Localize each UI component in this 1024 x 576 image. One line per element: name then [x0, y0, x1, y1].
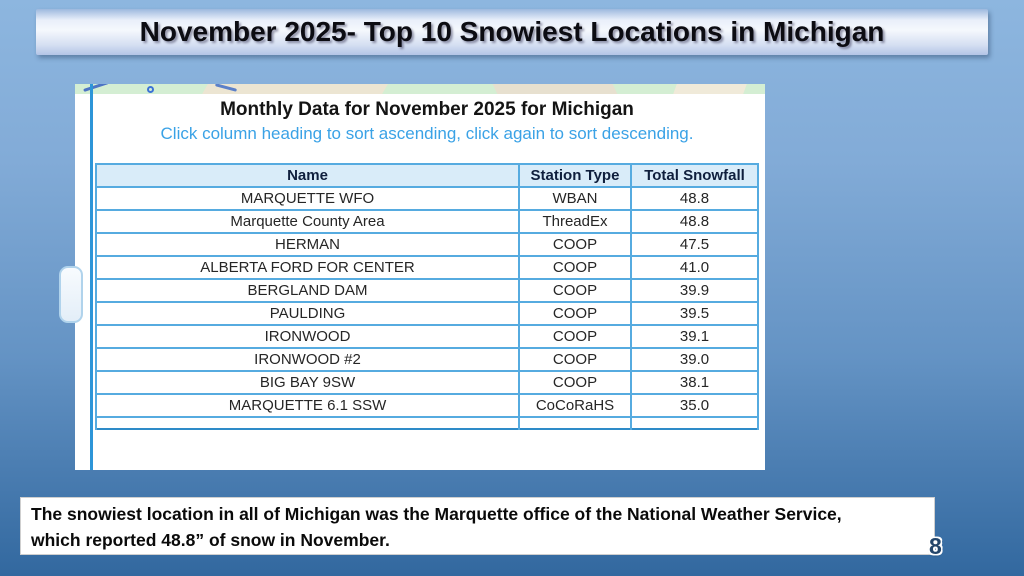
station-type-cell: COOP [518, 324, 632, 349]
snowfall-cell: 48.8 [630, 209, 759, 234]
station-type-cell: CoCoRaHS [518, 393, 632, 418]
snowfall-cell: 47.5 [630, 232, 759, 257]
table-row: MARQUETTE WFO WBAN 48.8 [95, 186, 759, 211]
map-marker-icon [147, 86, 154, 93]
empty-cell [95, 416, 520, 429]
table-row: BIG BAY 9SW COOP 38.1 [95, 370, 759, 395]
data-table-heading: Monthly Data for November 2025 for Michi… [220, 99, 634, 120]
name-cell: Marquette County Area [95, 209, 520, 234]
name-cell: BIG BAY 9SW [95, 370, 520, 395]
table-row: MARQUETTE 6.1 SSW CoCoRaHS 35.0 [95, 393, 759, 418]
side-panel-handle[interactable] [59, 266, 83, 323]
snowfall-table-body: MARQUETTE WFO WBAN 48.8 Marquette County Ar… [95, 186, 759, 429]
empty-cell [518, 416, 632, 429]
station-type-cell: COOP [518, 278, 632, 303]
slide-title: November 2025- Top 10 Snowiest Locations… [139, 16, 885, 47]
snowfall-cell: 39.9 [630, 278, 759, 303]
table-row: Marquette County Area ThreadEx 48.8 [95, 209, 759, 234]
map-road-mark [83, 84, 109, 92]
station-type-cell: COOP [518, 301, 632, 326]
name-cell: BERGLAND DAM [95, 278, 520, 303]
snowfall-cell: 39.0 [630, 347, 759, 372]
column-header-total-snowfall[interactable]: Total Snowfall [630, 163, 759, 188]
table-row: PAULDING COOP 39.5 [95, 301, 759, 326]
empty-cell [630, 416, 759, 429]
panel-divider-line [90, 84, 93, 470]
snowfall-cell: 41.0 [630, 255, 759, 280]
snowfall-cell: 38.1 [630, 370, 759, 395]
snowfall-table: Name Station Type Total Snowfall MARQUET… [95, 163, 759, 430]
table-row: HERMAN COOP 47.5 [95, 232, 759, 257]
table-header-row: Name Station Type Total Snowfall [95, 163, 759, 188]
table-row: ALBERTA FORD FOR CENTER COOP 41.0 [95, 255, 759, 280]
column-header-station-type[interactable]: Station Type [518, 163, 632, 188]
caption-line-1: The snowiest location in all of Michigan… [31, 504, 842, 524]
embedded-screenshot: Monthly Data for November 2025 for Michi… [75, 84, 765, 470]
station-type-cell: COOP [518, 255, 632, 280]
slide-page-number: 8 [929, 533, 942, 559]
station-type-cell: ThreadEx [518, 209, 632, 234]
map-sliver [75, 84, 765, 94]
caption-line-2: which reported 48.8” of snow in November… [31, 530, 390, 550]
sort-hint-text: Click column heading to sort ascending, … [160, 124, 694, 143]
snowfall-cell: 48.8 [630, 186, 759, 211]
table-row: BERGLAND DAM COOP 39.9 [95, 278, 759, 303]
map-terrain-patch [673, 84, 747, 94]
caption-box: The snowiest location in all of Michigan… [20, 497, 935, 555]
name-cell: HERMAN [95, 232, 520, 257]
name-cell: IRONWOOD [95, 324, 520, 349]
table-row: IRONWOOD COOP 39.1 [95, 324, 759, 349]
name-cell: MARQUETTE WFO [95, 186, 520, 211]
name-cell: MARQUETTE 6.1 SSW [95, 393, 520, 418]
table-row: IRONWOOD #2 COOP 39.0 [95, 347, 759, 372]
column-header-name[interactable]: Name [95, 163, 520, 188]
station-type-cell: COOP [518, 232, 632, 257]
name-cell: PAULDING [95, 301, 520, 326]
partial-table-row [95, 416, 759, 429]
station-type-cell: COOP [518, 347, 632, 372]
name-cell: IRONWOOD #2 [95, 347, 520, 372]
station-type-cell: COOP [518, 370, 632, 395]
name-cell: ALBERTA FORD FOR CENTER [95, 255, 520, 280]
map-terrain-patch [492, 84, 618, 94]
snowfall-cell: 39.1 [630, 324, 759, 349]
snowfall-cell: 39.5 [630, 301, 759, 326]
snowfall-cell: 35.0 [630, 393, 759, 418]
slide-title-bar: November 2025- Top 10 Snowiest Locations… [36, 9, 988, 55]
station-type-cell: WBAN [518, 186, 632, 211]
